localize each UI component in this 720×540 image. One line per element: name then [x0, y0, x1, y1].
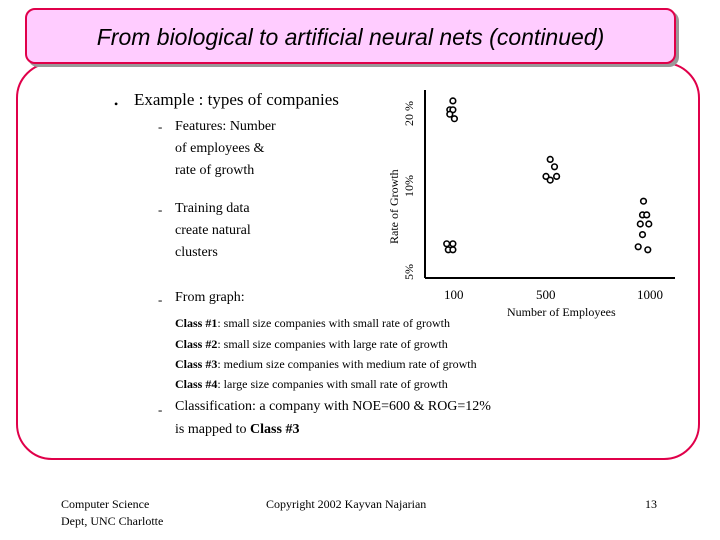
data-point-cluster-2-1 — [443, 240, 451, 248]
data-point-cluster-4-1 — [639, 197, 648, 205]
dash-features: - — [158, 119, 163, 134]
y-tick-10: 10% — [402, 175, 416, 197]
class-1-desc: : small size companies with small rate o… — [217, 316, 450, 330]
data-point-cluster-4-3 — [643, 211, 651, 219]
dash-classification: - — [158, 402, 163, 417]
classification-line-2: is mapped to Class #3 — [175, 422, 299, 438]
y-tick-5: 5% — [402, 264, 416, 280]
data-point-cluster-3-2 — [550, 163, 559, 171]
data-point-cluster-3-3 — [542, 172, 550, 180]
classification-line-1: Classification: a company with NOE=600 &… — [175, 399, 491, 414]
x-tick-500: 500 — [536, 287, 556, 302]
from-graph-label: From graph: — [175, 290, 245, 305]
training-line-3: clusters — [175, 245, 218, 260]
example-heading: Example : types of companies — [134, 90, 339, 109]
features-line-1: Features: Number — [175, 119, 276, 134]
dash-from-graph: - — [158, 292, 163, 307]
class-3-desc: : medium size companies with medium rate… — [217, 357, 477, 371]
class-3-label: Class #3 — [175, 357, 218, 371]
bullet-marker: • — [114, 97, 119, 111]
data-point-cluster-4-6 — [638, 231, 647, 239]
class-2-line: Class #2: small size companies with larg… — [175, 337, 448, 352]
dash-training: - — [158, 202, 163, 217]
class-1-line: Class #1: small size companies with smal… — [175, 316, 450, 331]
data-point-cluster-1-4 — [446, 110, 454, 118]
y-tick-20: 20 % — [402, 101, 416, 126]
footer-copyright: Copyright 2002 Kayvan Najarian — [266, 497, 427, 511]
data-point-cluster-1-1 — [449, 97, 457, 105]
classification-prefix: is mapped to — [175, 422, 251, 437]
y-axis-title: Rate of Growth — [387, 169, 401, 244]
footer-dept-line-2: Dept, UNC Charlotte — [61, 514, 164, 528]
training-text: Training data create natural clusters — [175, 198, 251, 264]
class-1-label: Class #1 — [175, 316, 218, 330]
class-4-line: Class #4: large size companies with smal… — [175, 377, 448, 392]
class-3-line: Class #3: medium size companies with med… — [175, 357, 477, 372]
features-text: Features: Number of employees & rate of … — [175, 116, 276, 182]
data-point-cluster-3-5 — [546, 176, 554, 184]
x-tick-100: 100 — [444, 287, 464, 302]
data-point-cluster-3-4 — [552, 172, 561, 180]
data-point-cluster-4-7 — [634, 243, 642, 251]
features-line-3: rate of growth — [175, 163, 255, 178]
data-point-cluster-4-8 — [644, 246, 652, 254]
data-point-cluster-2-4 — [449, 246, 457, 254]
class-4-label: Class #4 — [175, 377, 218, 391]
data-point-cluster-4-4 — [636, 220, 644, 228]
data-point-cluster-3-1 — [546, 155, 554, 163]
data-point-cluster-2-2 — [449, 240, 457, 248]
x-tick-1000: 1000 — [637, 287, 663, 302]
class-2-desc: : small size companies with large rate o… — [217, 337, 448, 351]
page-number: 13 — [645, 497, 657, 511]
class-4-desc: : large size companies with small rate o… — [217, 377, 448, 391]
training-line-1: Training data — [175, 201, 250, 216]
data-point-cluster-1-5 — [450, 115, 459, 123]
slide-title: From biological to artificial neural net… — [96, 24, 605, 50]
classification-result: Class #3 — [250, 422, 300, 437]
class-2-label: Class #2 — [175, 337, 218, 351]
footer-dept-line-1: Computer Science — [61, 497, 150, 511]
features-line-2: of employees & — [175, 141, 265, 156]
x-axis-title: Number of Employees — [507, 305, 616, 319]
training-line-2: create natural — [175, 223, 251, 238]
data-point-cluster-4-5 — [645, 220, 653, 228]
title-banner: From biological to artificial neural net… — [25, 8, 676, 64]
